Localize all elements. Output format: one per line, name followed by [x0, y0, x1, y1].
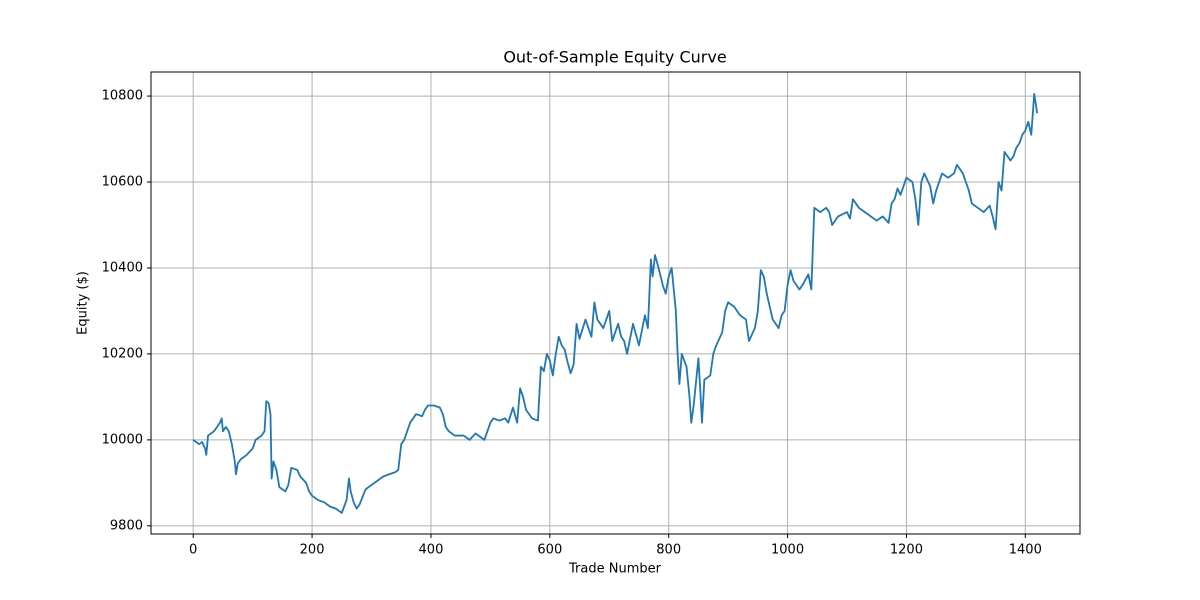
y-tick-label: 9800: [110, 518, 143, 533]
y-tick-label: 10200: [102, 346, 143, 361]
x-tick-label: 1200: [890, 543, 923, 558]
x-tick-label: 1000: [771, 543, 804, 558]
x-tick-label: 0: [189, 543, 197, 558]
x-tick-label: 1400: [1009, 543, 1042, 558]
x-tick-label: 600: [537, 543, 562, 558]
x-tick-label: 800: [656, 543, 681, 558]
x-tick-label: 400: [419, 543, 444, 558]
y-tick-label: 10600: [102, 175, 143, 190]
x-axis-label: Trade Number: [568, 562, 662, 577]
y-tick-label: 10800: [102, 89, 143, 104]
y-axis-label: Equity ($): [76, 271, 91, 335]
axes-frame: [150, 71, 1081, 535]
x-tick-label: 200: [300, 543, 325, 558]
y-tick-label: 10400: [102, 260, 143, 275]
grid: [151, 72, 1080, 534]
equity-line: [192, 93, 1039, 514]
y-tick-label: 10000: [102, 432, 143, 447]
chart-title: Out-of-Sample Equity Curve: [503, 48, 726, 67]
plot-area: [192, 93, 1039, 514]
